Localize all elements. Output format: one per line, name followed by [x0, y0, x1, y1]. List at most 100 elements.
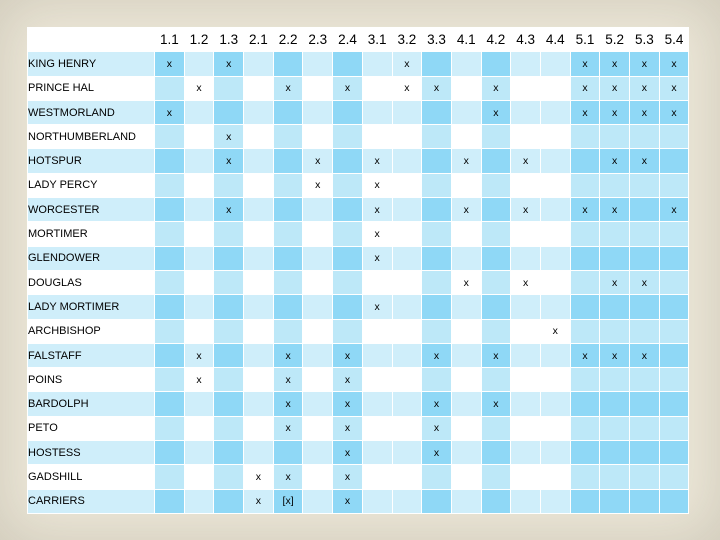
- scene-cell: [302, 391, 334, 417]
- character-name: CARRIERS: [27, 488, 155, 514]
- scene-cell: [421, 221, 452, 247]
- character-name: PETO: [27, 415, 155, 442]
- scene-cell: [243, 51, 274, 77]
- scene-cell: [272, 221, 304, 247]
- column-header: 3.3: [421, 26, 452, 53]
- scene-cell: x: [539, 318, 571, 344]
- scene-cell: x: [629, 75, 660, 101]
- scene-cell: x: [629, 269, 660, 296]
- scene-cell: [421, 99, 452, 126]
- scene-cell: x: [213, 124, 245, 150]
- character-name: ARCHBISHOP: [27, 318, 155, 344]
- scene-cell: [569, 391, 601, 417]
- scene-cell: [539, 440, 571, 466]
- scene-cell: [361, 488, 393, 514]
- character-name: PRINCE HAL: [27, 75, 155, 101]
- scene-cell: [272, 197, 304, 223]
- scene-cell: [658, 464, 690, 490]
- scene-cell: [629, 391, 660, 417]
- scene-cell: [450, 488, 482, 514]
- scene-cell: x: [421, 342, 452, 369]
- scene-cell: [480, 51, 512, 77]
- scene-cell: [629, 464, 660, 490]
- scene-cell: [510, 342, 541, 369]
- scene-cell: [332, 221, 363, 247]
- scene-cell: [539, 124, 571, 150]
- scene-cell: [569, 464, 601, 490]
- character-name: KING HENRY: [27, 51, 155, 77]
- scene-cell: [243, 367, 274, 393]
- column-header: 5.3: [629, 26, 660, 53]
- scene-cell: [243, 75, 274, 101]
- scene-cell: [450, 367, 482, 393]
- scene-cell: x: [243, 464, 274, 490]
- table-row: HOSTESS x x: [27, 440, 690, 466]
- scene-cell: [480, 294, 512, 320]
- scene-cell: x: [629, 51, 660, 77]
- scene-cell: [450, 294, 482, 320]
- scene-cell: [658, 148, 690, 174]
- scene-cell: [480, 148, 512, 174]
- scene-cell: x: [183, 342, 215, 369]
- scene-cell: [480, 269, 512, 296]
- scene-cell: [302, 197, 334, 223]
- scene-cell: [480, 124, 512, 150]
- scene-cell: [332, 318, 363, 344]
- table-row: PETO x x x: [27, 415, 690, 442]
- scene-cell: x: [658, 75, 690, 101]
- scene-cell: x: [510, 197, 541, 223]
- scene-cell: [658, 245, 690, 271]
- scene-cell: [272, 51, 304, 77]
- scene-cell: x: [213, 148, 245, 174]
- scene-cell: [658, 440, 690, 466]
- scene-cell: [243, 440, 274, 466]
- scene-cell: [539, 51, 571, 77]
- scene-cell: [480, 367, 512, 393]
- scene-cell: [183, 318, 215, 344]
- scene-cell: [421, 367, 452, 393]
- table-row: POINS x x x: [27, 367, 690, 393]
- scene-cell: [450, 51, 482, 77]
- character-name: HOSTESS: [27, 440, 155, 466]
- scene-cell: [332, 124, 363, 150]
- scene-cell: x: [599, 51, 630, 77]
- scene-cell: [213, 464, 245, 490]
- scene-cell: [361, 269, 393, 296]
- scene-cell: [183, 197, 215, 223]
- scene-cell: x: [480, 342, 512, 369]
- scene-cell: [154, 464, 185, 490]
- scene-cell: [539, 269, 571, 296]
- scene-cell: [658, 221, 690, 247]
- scene-cell: x: [302, 148, 334, 174]
- table-row: HOTSPUR x x x x x x x: [27, 148, 690, 174]
- scene-cell: [569, 367, 601, 393]
- column-header: 5.2: [599, 26, 630, 53]
- scene-cell: x: [154, 99, 185, 126]
- scene-cell: [243, 99, 274, 126]
- scene-cell: [629, 294, 660, 320]
- scene-cell: [391, 148, 423, 174]
- scene-cell: x: [421, 415, 452, 442]
- column-header: 5.1: [569, 26, 601, 53]
- column-header: 4.2: [480, 26, 512, 53]
- scene-cell: [183, 488, 215, 514]
- character-name: LADY PERCY: [27, 172, 155, 199]
- scene-cell: [213, 342, 245, 369]
- scene-cell: [629, 440, 660, 466]
- scene-cell: [213, 221, 245, 247]
- scene-cell: [510, 488, 541, 514]
- scene-cell: x: [510, 148, 541, 174]
- scene-cell: x: [361, 245, 393, 271]
- table-row: LADY PERCY x x: [27, 172, 690, 199]
- scene-cell: [391, 294, 423, 320]
- scene-cell: [569, 124, 601, 150]
- scene-cell: x: [569, 342, 601, 369]
- scene-cell: x: [569, 51, 601, 77]
- scene-cell: [629, 172, 660, 199]
- scene-cell: [183, 440, 215, 466]
- scene-cell: [361, 367, 393, 393]
- scene-cell: [510, 124, 541, 150]
- scene-cell: [154, 391, 185, 417]
- scene-cell: [183, 124, 215, 150]
- table-row: WORCESTER x x x x x x x: [27, 197, 690, 223]
